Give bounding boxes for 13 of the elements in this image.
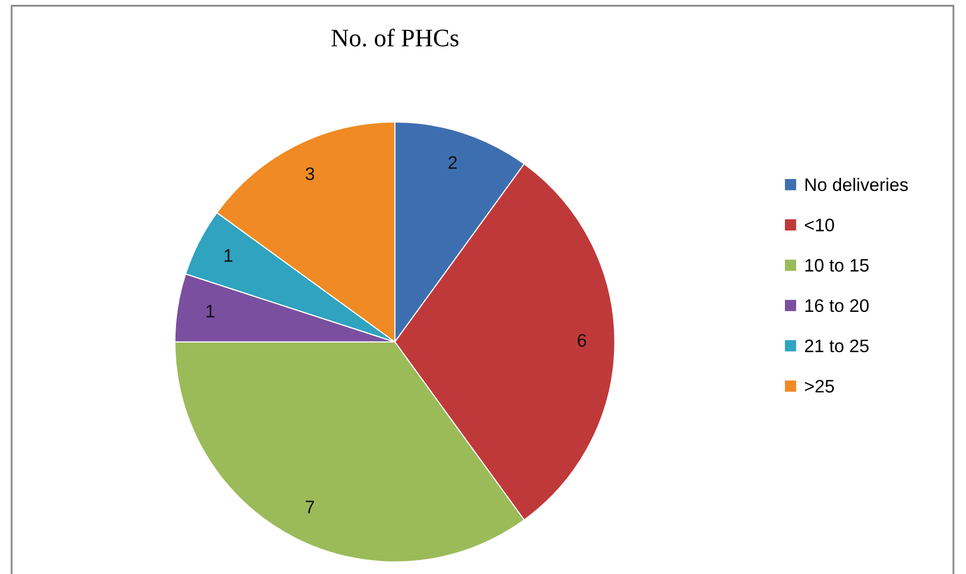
data-label: 7: [306, 500, 314, 514]
data-label: 6: [578, 334, 586, 347]
data-label: 1: [206, 304, 214, 318]
legend-label: No deliveries: [806, 178, 908, 192]
data-label: 3: [306, 167, 314, 180]
legend-label: 16 to 20: [805, 299, 869, 312]
legend-label: 21 to 25: [804, 340, 869, 352]
legend-label: >25: [804, 380, 834, 393]
data-label: 2: [448, 156, 457, 169]
chart-title: No. of PHCs: [332, 28, 458, 47]
legend-label: 10 to 15: [805, 258, 869, 272]
data-label: 1: [224, 249, 232, 262]
legend-label: <10: [804, 218, 834, 232]
